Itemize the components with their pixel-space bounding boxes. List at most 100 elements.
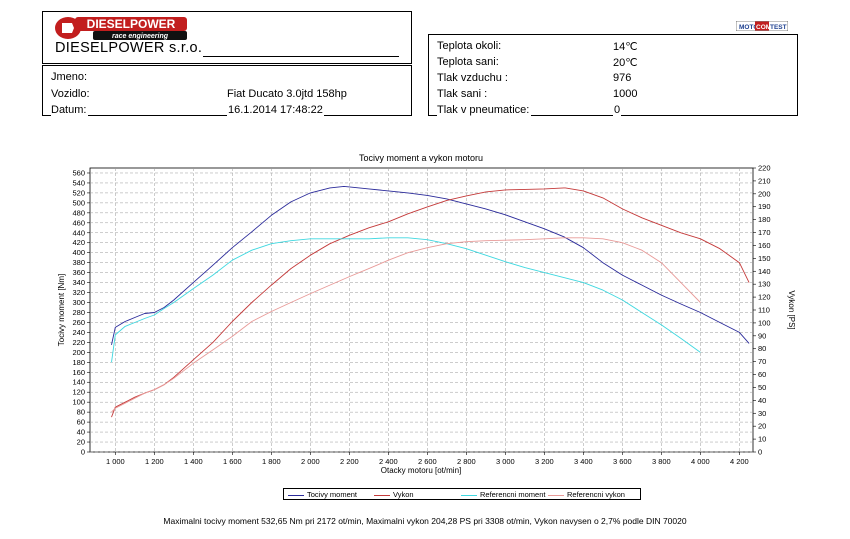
left-tick-label: 420 [72, 238, 85, 247]
right-tick-label: 110 [758, 306, 770, 315]
left-tick-label: 220 [72, 338, 85, 347]
left-tick-label: 560 [72, 168, 85, 177]
mct-part2: COM [756, 24, 771, 31]
left-tick-label: 500 [72, 198, 85, 207]
plot-area [89, 167, 754, 453]
left-tick-label: 340 [72, 278, 85, 287]
torque-power-chart: Tocivy moment a vykon motoru 02040608010… [57, 153, 796, 475]
left-tick-label: 260 [72, 318, 85, 327]
test-conditions: Teplota okoli: 14℃ Teplota sani: 20℃ Tla… [428, 34, 798, 116]
x-tick-label: 3 600 [613, 457, 632, 466]
right-tick-label: 80 [758, 344, 766, 353]
legend-label-torque: Tocivy moment [307, 490, 358, 499]
right-tick-label: 40 [758, 396, 766, 405]
x-tick-label: 2 400 [379, 457, 398, 466]
x-axis-label: Otacky motoru [ot/min] [381, 466, 461, 475]
motocomtest-logo: MOTO COM TEST [736, 21, 788, 31]
intake-temp-label: Teplota sani: [437, 56, 499, 68]
right-tick-label: 50 [758, 383, 766, 392]
company-name: DIESELPOWER s.r.o. [55, 40, 203, 56]
air-pressure-label: Tlak vzduchu : [437, 72, 508, 84]
legend-item-ref-torque: Referencni moment [461, 490, 545, 499]
x-tick-label: 2 800 [457, 457, 476, 466]
right-tick-label: 200 [758, 189, 771, 198]
series-torque [111, 185, 750, 345]
left-tick-label: 180 [72, 358, 85, 367]
right-tick-label: 60 [758, 370, 766, 379]
x-tick-label: 1 200 [145, 457, 164, 466]
x-tick-label: 4 200 [730, 457, 749, 466]
left-axis-label: Tocivy moment [Nm] [57, 274, 66, 346]
x-tick-label: 2 000 [301, 457, 320, 466]
company-underline [203, 56, 399, 57]
left-tick-label: 140 [72, 378, 85, 387]
mct-part3: TEST [770, 24, 787, 31]
left-tick-label: 520 [72, 188, 85, 197]
x-tick-label: 3 800 [652, 457, 671, 466]
x-tick-label: 1 600 [223, 457, 242, 466]
right-tick-label: 130 [758, 280, 771, 289]
vehicle-value: Fiat Ducato 3.0jtd 158hp [227, 88, 347, 100]
left-tick-label: 20 [77, 438, 85, 447]
legend-label-ref-torque: Referencni moment [480, 490, 546, 499]
legend-item-power: Vykon [374, 490, 414, 499]
right-tick-label: 150 [758, 254, 771, 263]
left-tick-label: 280 [72, 308, 85, 317]
right-tick-label: 180 [758, 215, 771, 224]
right-tick-label: 70 [758, 357, 766, 366]
left-tick-label: 120 [72, 388, 85, 397]
vehicle-info: Jmeno: Vozidlo: Fiat Ducato 3.0jtd 158hp… [42, 65, 412, 116]
ambient-temp-value: 14℃ [613, 41, 638, 53]
x-tick-label: 1 400 [184, 457, 203, 466]
right-tick-label: 20 [758, 422, 766, 431]
left-tick-label: 160 [72, 368, 85, 377]
x-tick-label: 4 000 [691, 457, 710, 466]
right-tick-label: 170 [758, 228, 771, 237]
right-axis-ticks: 0 10 20 30 40 50 60 70 80 90 100 110 120 130 140 150 160… [753, 164, 771, 457]
grid [90, 168, 753, 453]
right-tick-label: 10 [758, 435, 766, 444]
left-tick-label: 360 [72, 268, 85, 277]
left-tick-label: 60 [77, 418, 85, 427]
left-tick-label: 400 [72, 248, 85, 257]
right-tick-label: 210 [758, 176, 771, 185]
dieselpower-logo: DIESELPOWER race engineering [55, 17, 187, 40]
mct-part1: MOTO [739, 24, 758, 31]
right-tick-label: 30 [758, 409, 766, 418]
left-tick-label: 240 [72, 328, 85, 337]
right-tick-label: 160 [758, 241, 771, 250]
right-tick-label: 190 [758, 202, 771, 211]
x-tick-label: 2 200 [340, 457, 359, 466]
x-tick-label: 2 600 [418, 457, 437, 466]
left-tick-label: 460 [72, 218, 85, 227]
right-tick-label: 220 [758, 164, 771, 173]
series-ref-torque [111, 237, 701, 363]
chart-legend: Tocivy moment Vykon Referencni moment Re… [283, 488, 641, 500]
left-tick-label: 440 [72, 228, 85, 237]
air-pressure-value: 976 [613, 72, 632, 84]
left-tick-label: 0 [81, 448, 85, 457]
intake-temp-value: 20℃ [613, 57, 638, 69]
vehicle-label: Vozidlo: [51, 88, 90, 100]
logo-text: DIESELPOWER [87, 17, 176, 31]
left-tick-label: 80 [77, 408, 85, 417]
x-tick-label: 3 200 [535, 457, 554, 466]
right-tick-label: 0 [758, 448, 762, 457]
legend-label-ref-power: Referencni vykon [567, 490, 625, 499]
company-header: DIESELPOWER race engineering DIESELPOWER… [42, 11, 412, 64]
x-tick-label: 3 400 [574, 457, 593, 466]
left-tick-label: 540 [72, 178, 85, 187]
x-tick-label: 1 000 [106, 457, 125, 466]
left-tick-label: 40 [77, 428, 85, 437]
summary-footer: Maximalni tocivy moment 532,65 Nm pri 21… [163, 516, 687, 526]
date-label: Datum: [51, 104, 89, 116]
x-tick-label: 3 000 [496, 457, 515, 466]
tire-pressure-value: 0 [613, 104, 622, 116]
date-value: 16.1.2014 17:48:22 [227, 104, 324, 116]
right-tick-label: 140 [758, 267, 771, 276]
left-tick-label: 300 [72, 298, 85, 307]
tire-pressure-label: Tlak v pneumatice: [437, 104, 532, 116]
left-tick-label: 100 [72, 398, 85, 407]
right-tick-label: 100 [758, 318, 771, 327]
left-tick-label: 320 [72, 288, 85, 297]
